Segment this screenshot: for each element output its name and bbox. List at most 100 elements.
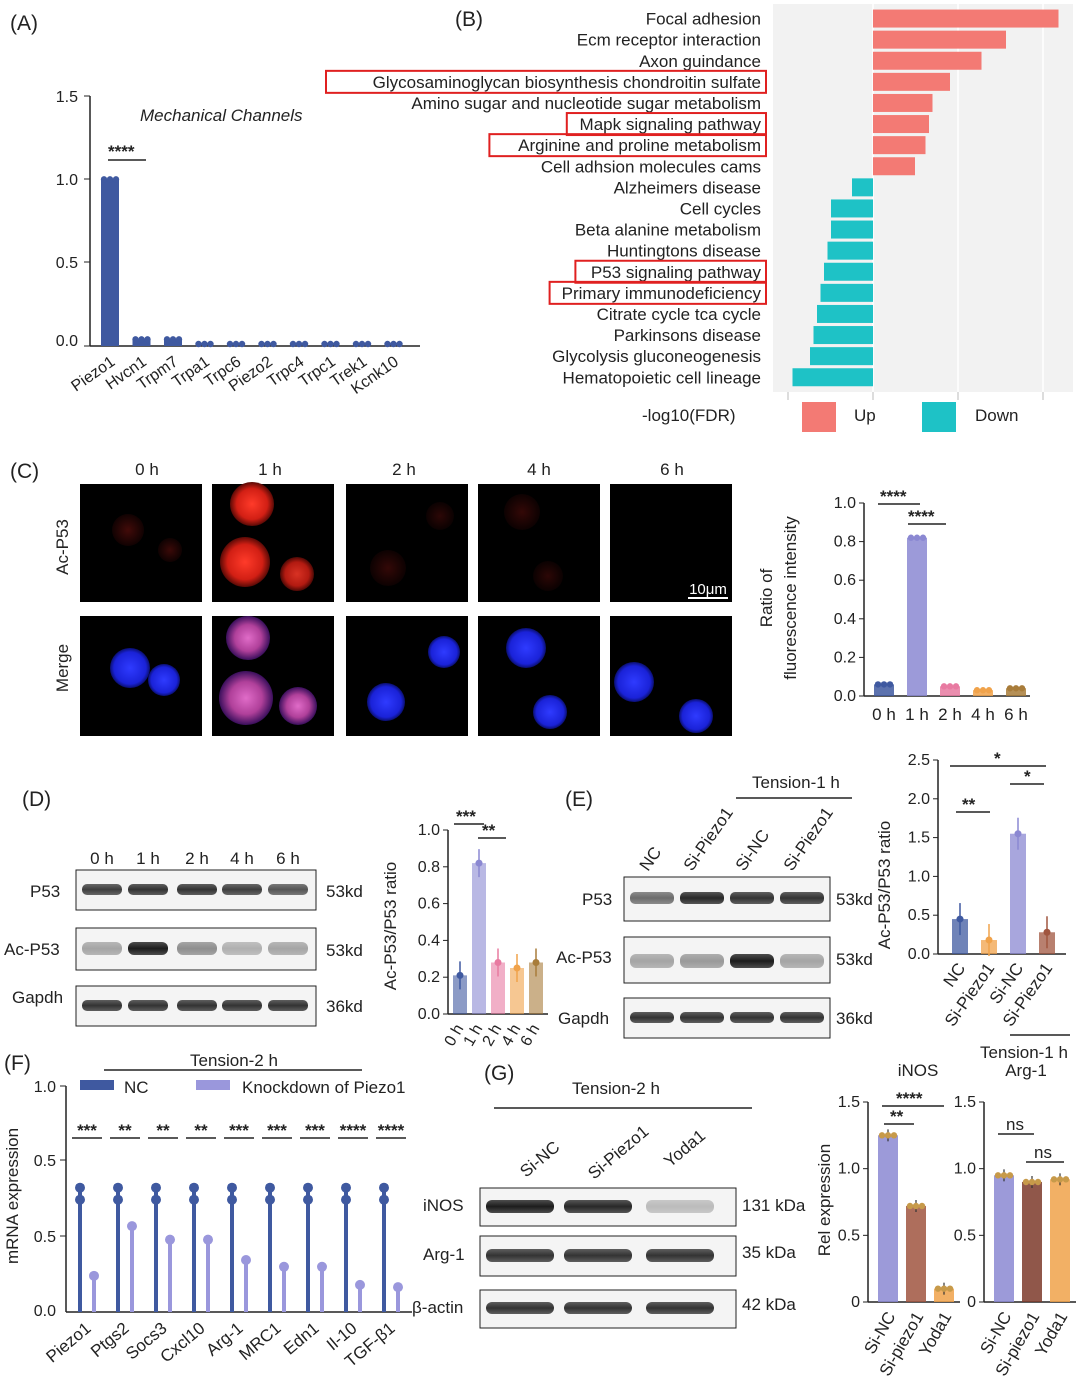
data-point: [390, 340, 397, 348]
pathway-label: Glycosaminoglycan biosynthesis chondroit…: [373, 73, 761, 92]
data-point: [946, 1285, 954, 1292]
band: [222, 884, 262, 895]
ytick-label: 2.5: [908, 752, 930, 769]
nucleus: [219, 671, 273, 725]
data-point: [295, 340, 303, 348]
sig-label: *: [994, 749, 1001, 768]
bar-pathway: [873, 51, 982, 70]
data-point: [238, 340, 246, 348]
panel-label-d: (D): [22, 788, 51, 811]
bar: [994, 1175, 1014, 1302]
panel-e-blot: Tension-1 h NC Si-Piezo1 Si-NC Si-Piezo1…: [556, 773, 873, 1039]
panel-label-g: (G): [484, 1062, 514, 1085]
ytick-label: 0.4: [418, 932, 440, 949]
band: [486, 1200, 554, 1213]
data-point: [1034, 1178, 1042, 1186]
lane-label: NC: [636, 843, 666, 874]
data-point: [321, 340, 328, 348]
row-label-acp53: Ac-P53: [53, 519, 72, 575]
sig-label: ***: [456, 807, 476, 826]
pathway-label: Primary immunodeficiency: [562, 284, 762, 303]
band: [780, 1012, 824, 1023]
sig-label: ****: [108, 142, 135, 161]
ytick-label: 0.0: [908, 946, 930, 963]
pathway-label: Cell adhsion molecules cams: [541, 157, 761, 176]
panel-f-chart: Tension-2 h NC Knockdown of Piezo1 1.0 0…: [3, 1051, 412, 1371]
group-label-2: Arg-1: [1005, 1061, 1047, 1080]
data-point: [880, 681, 888, 688]
data-point: [1014, 830, 1022, 838]
ytick-label: 1.5: [838, 1094, 860, 1111]
data-point: [327, 340, 334, 348]
legend-up-swatch: [802, 402, 836, 432]
data-point: [913, 534, 921, 541]
point-kd: [165, 1234, 175, 1245]
y-axis-label: Ac-P53/P53 ratio: [875, 821, 894, 950]
band: [128, 942, 168, 955]
data-point: [226, 340, 234, 348]
scale-bar-label: 10μm: [689, 581, 727, 598]
panel-label-f: (F): [4, 1052, 31, 1075]
sig-label: ns: [1006, 1115, 1024, 1134]
ytick-label: 0.0: [56, 333, 78, 350]
data-point: [952, 683, 960, 690]
kd-label: 42 kDa: [742, 1295, 796, 1314]
lane-label: 2 h: [185, 849, 209, 868]
xtick-label: 1 h: [905, 705, 929, 724]
lane-label: 4 h: [230, 849, 254, 868]
pathway-label: Cell cycles: [680, 199, 761, 218]
pathway-label: Axon guindance: [639, 52, 761, 71]
ytick-label: 1.5: [56, 89, 78, 106]
bar-pathway: [813, 326, 873, 345]
nucleus: [614, 662, 654, 702]
sig-label: ****: [908, 507, 935, 526]
sig-label: *: [1024, 767, 1031, 786]
data-point: [918, 1202, 926, 1210]
panel-g-blot: Tension-2 h Si-NC Si-Piezo1 Yoda1 iNOS A…: [412, 1079, 806, 1329]
tension-label: Tension-1 h: [752, 773, 840, 792]
data-point: [1062, 1176, 1070, 1183]
xtick-label: Piezo1: [43, 1319, 95, 1367]
ytick-label: 0.5: [34, 1229, 56, 1246]
nucleus: [148, 664, 180, 696]
band: [564, 1200, 632, 1213]
ytick-label: 0: [851, 1294, 860, 1311]
point-kd: [127, 1221, 137, 1232]
band: [730, 954, 774, 968]
time-label: 2 h: [392, 460, 416, 479]
kd-label: 53kd: [836, 890, 873, 909]
chart-title: iNOS: [898, 1061, 939, 1080]
data-point: [138, 336, 145, 343]
data-point: [994, 1172, 1002, 1179]
pathway-label: Alzheimers disease: [614, 178, 761, 197]
bar: [874, 684, 894, 696]
ytick-label: 0.6: [418, 896, 440, 913]
cell: [370, 550, 406, 586]
lane-label: Si-NC: [516, 1137, 563, 1181]
point-nc: [151, 1182, 161, 1193]
bar-pathway: [873, 9, 1059, 28]
sig-label: **: [890, 1107, 904, 1126]
ytick-label: 1.0: [834, 495, 856, 512]
bar: [1010, 833, 1026, 954]
tension-label: Tension-2 h: [572, 1079, 660, 1098]
data-point: [1028, 1178, 1036, 1186]
band-label: β-actin: [412, 1298, 463, 1317]
panel-g-chart: iNOS 1.5 1.0 0.5 0 1.5 1.0 0.5 0 Rel expression…: [815, 1061, 1076, 1379]
kd-label: 35 kDa: [742, 1243, 796, 1262]
data-point: [1012, 685, 1020, 692]
data-point: [886, 681, 894, 688]
xtick-label: Edn1: [280, 1319, 323, 1359]
lane-label: Si-Piezo1: [584, 1122, 652, 1183]
data-point: [352, 340, 360, 348]
point-kd: [355, 1279, 365, 1290]
bar-pathway: [852, 178, 873, 197]
cell: [230, 482, 274, 526]
bar: [510, 968, 524, 1014]
bar-trpm7: [164, 339, 182, 346]
band-label: P53: [30, 882, 60, 901]
xtick-label: MRC1: [235, 1319, 284, 1365]
point-nc: [151, 1194, 161, 1205]
data-point: [132, 336, 139, 343]
point-kd: [203, 1234, 213, 1245]
